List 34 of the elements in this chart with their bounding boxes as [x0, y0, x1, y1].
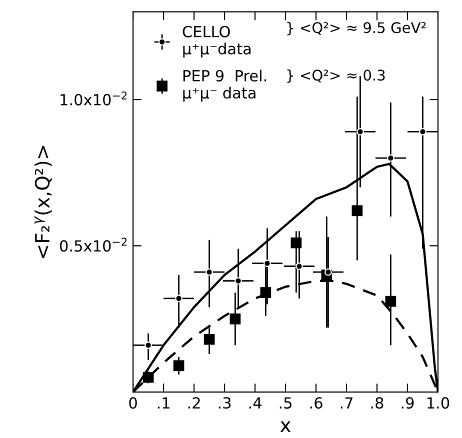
legend-label: PEP 9 Prel. μ⁺μ⁻ data — [183, 70, 266, 102]
point — [144, 342, 152, 349]
x-tick-label: .2 — [188, 397, 200, 408]
y-axis-title: <F₂$^{γ}$(x,Q²)> — [34, 146, 52, 258]
y-tick-label: 0.5x10$^{−2}$ — [60, 238, 127, 252]
point — [385, 296, 396, 307]
y-tick-label: 1.0x10$^{−2}$ — [60, 91, 127, 106]
x-tick-label: .1 — [158, 397, 170, 408]
point — [387, 154, 394, 162]
annotation: } <Q²> ≈ 9.5 GeV² — [287, 22, 426, 36]
point — [352, 205, 363, 216]
point — [206, 268, 213, 276]
point — [264, 260, 271, 268]
annotation: } <Q²> ≈ 0.3 — [287, 69, 385, 83]
x-tick-label: .6 — [310, 397, 322, 409]
x-tick-label: 0 — [129, 397, 137, 409]
point — [356, 128, 364, 136]
x-tick-label: .3 — [218, 397, 231, 409]
point — [204, 334, 215, 345]
point — [142, 372, 154, 383]
x-tick-label: .9 — [402, 397, 414, 409]
x-tick-label: .8 — [371, 397, 384, 409]
x-tick-label: 1.0 — [428, 397, 450, 409]
point — [419, 128, 426, 136]
point — [173, 360, 184, 372]
legend-label: CELLO μ⁺μ⁻data — [182, 26, 251, 58]
point — [296, 262, 303, 270]
x-tick-label: .5 — [280, 397, 292, 409]
x-axis-title: x — [280, 421, 291, 432]
point — [230, 313, 241, 324]
point — [175, 294, 182, 302]
x-tick-label: .4 — [249, 397, 262, 408]
point — [234, 277, 242, 285]
x-tick-label: .7 — [340, 397, 352, 408]
